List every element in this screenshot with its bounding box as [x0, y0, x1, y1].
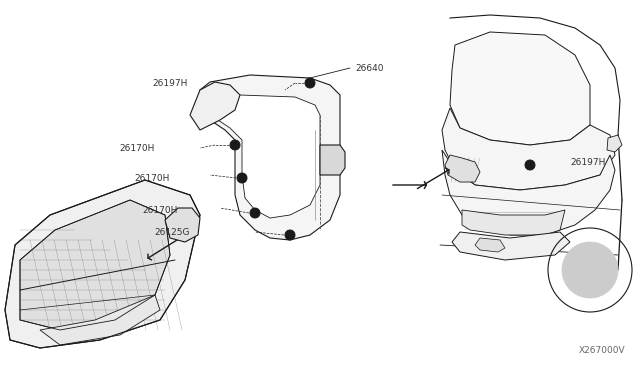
Polygon shape — [20, 200, 170, 330]
Polygon shape — [452, 232, 570, 260]
Polygon shape — [475, 238, 505, 252]
Polygon shape — [165, 208, 200, 242]
Circle shape — [253, 212, 257, 215]
Polygon shape — [190, 82, 240, 130]
Circle shape — [234, 144, 237, 147]
Text: 26197H: 26197H — [152, 78, 188, 87]
Circle shape — [562, 242, 618, 298]
Circle shape — [289, 234, 291, 237]
Circle shape — [308, 81, 312, 84]
Polygon shape — [442, 150, 615, 235]
Polygon shape — [200, 75, 340, 240]
Circle shape — [230, 140, 240, 150]
Polygon shape — [442, 108, 615, 190]
Text: 26197H: 26197H — [570, 157, 605, 167]
Text: 26170H: 26170H — [134, 173, 170, 183]
Circle shape — [285, 230, 295, 240]
Text: X267000V: X267000V — [579, 346, 625, 355]
Polygon shape — [320, 145, 345, 175]
Circle shape — [250, 208, 260, 218]
Circle shape — [241, 176, 243, 180]
Circle shape — [525, 160, 535, 170]
Text: 26640: 26640 — [355, 64, 383, 73]
Text: 26125G: 26125G — [154, 228, 190, 237]
Circle shape — [237, 173, 247, 183]
Circle shape — [305, 78, 315, 88]
Polygon shape — [445, 155, 480, 182]
Polygon shape — [5, 180, 200, 348]
Polygon shape — [40, 295, 160, 345]
Polygon shape — [215, 95, 320, 218]
Polygon shape — [607, 135, 622, 152]
Polygon shape — [462, 210, 565, 235]
Text: 26170H: 26170H — [120, 144, 155, 153]
Circle shape — [529, 164, 531, 167]
Text: 26170H: 26170H — [143, 205, 178, 215]
Polygon shape — [450, 32, 590, 145]
